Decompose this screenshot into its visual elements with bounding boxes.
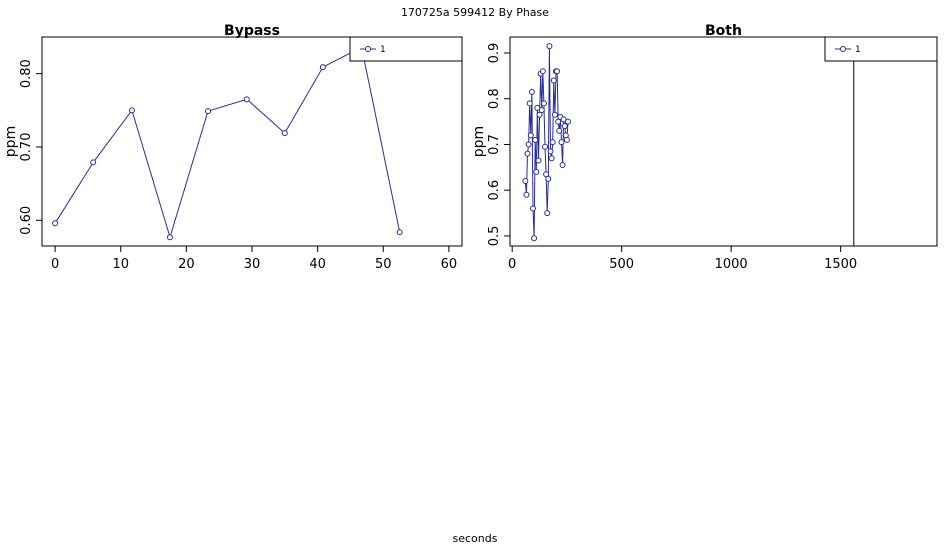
- chart-panel-bypass: Bypass 0 10 20 30 40 50 60 0.60 0.70 0.80 ppm 1: [3, 23, 463, 272]
- bypass-data-point: [319, 64, 326, 71]
- both-x-tick-label: 1500: [824, 257, 857, 272]
- bypass-x-tick-label: 20: [178, 257, 195, 272]
- bypass-data-point: [243, 96, 250, 103]
- both-data-point: [550, 77, 557, 84]
- both-data-point: [551, 111, 558, 118]
- both-x-tick-label: 0: [508, 257, 516, 272]
- both-y-tick-label: 0.9: [487, 43, 502, 64]
- both-y-tick-label: 0.7: [487, 134, 502, 155]
- both-x-tick-label: 1000: [715, 257, 748, 272]
- bypass-x-tick-label: 10: [112, 257, 129, 272]
- bypass-y-tick-label: 0.70: [19, 133, 34, 162]
- shared-x-axis-label: seconds: [453, 532, 498, 545]
- both-data-point: [523, 191, 530, 198]
- both-data-point: [549, 139, 556, 146]
- both-plot-frame: [509, 36, 938, 247]
- both-y-axis-label: ppm: [471, 126, 487, 157]
- both-data-point: [546, 43, 553, 50]
- both-data-point: [554, 68, 561, 75]
- bypass-x-tick-label: 50: [375, 257, 392, 272]
- both-data-point: [559, 162, 566, 169]
- both-y-tick-label: 0.5: [487, 226, 502, 247]
- both-data-point: [547, 148, 554, 155]
- both-data-point: [532, 136, 539, 143]
- both-data-point: [539, 68, 546, 75]
- both-data-point: [535, 157, 542, 164]
- figure-title: 170725a 599412 By Phase: [401, 6, 549, 19]
- both-data-point: [561, 123, 568, 130]
- bypass-y-tick-label: 0.80: [19, 59, 34, 88]
- both-data-point: [558, 139, 565, 146]
- bypass-data-point: [205, 108, 212, 115]
- bypass-data-point: [166, 234, 173, 241]
- chart-panel-both: Both 0 500 1000 1500 0.5 0.6 0.7 0.8 0.9 ppm 1: [471, 23, 938, 272]
- bypass-plot-frame: [41, 36, 463, 247]
- both-legend-point-swatch: [840, 46, 846, 52]
- bypass-legend-entry-label: 1: [380, 45, 386, 55]
- both-x-tick-label: 500: [609, 257, 634, 272]
- both-y-tick-label: 0.6: [487, 180, 502, 201]
- both-data-point: [556, 127, 563, 134]
- both-data-point: [527, 132, 534, 139]
- both-data-point: [529, 205, 536, 212]
- both-data-point: [543, 171, 550, 178]
- bypass-x-tick-label: 60: [441, 257, 458, 272]
- both-data-point: [545, 175, 552, 182]
- bypass-x-tick-label: 0: [51, 257, 59, 272]
- both-data-point: [531, 235, 538, 242]
- both-data-point: [563, 136, 570, 143]
- both-data-point: [548, 155, 555, 162]
- both-data-point: [526, 100, 533, 107]
- bypass-chart-title: Bypass: [224, 23, 280, 39]
- both-legend-entry-label: 1: [855, 45, 861, 55]
- both-data-point: [540, 100, 547, 107]
- both-data-point: [533, 168, 540, 175]
- bypass-legend-point-swatch: [365, 46, 371, 52]
- both-chart-title: Both: [705, 23, 742, 39]
- bypass-data-point: [396, 229, 403, 236]
- both-data-point: [544, 210, 551, 217]
- both-y-tick-label: 0.8: [487, 88, 502, 109]
- both-data-point: [555, 118, 562, 125]
- bypass-data-point: [281, 130, 288, 137]
- bypass-y-axis-label: ppm: [3, 126, 19, 157]
- both-data-point: [525, 141, 532, 148]
- bypass-data-point: [90, 159, 97, 166]
- bypass-series-line: [54, 46, 401, 239]
- bypass-x-tick-label: 40: [309, 257, 326, 272]
- both-data-point: [538, 107, 545, 114]
- bypass-x-tick-label: 30: [244, 257, 261, 272]
- both-data-point: [522, 178, 529, 185]
- bypass-data-point: [52, 220, 59, 227]
- both-data-point: [528, 88, 535, 95]
- both-data-point: [524, 150, 531, 157]
- both-data-point: [536, 111, 543, 118]
- bypass-y-tick-label: 0.60: [19, 206, 34, 235]
- bypass-data-point: [128, 107, 135, 114]
- both-data-point: [542, 143, 549, 150]
- both-data-point: [565, 118, 572, 125]
